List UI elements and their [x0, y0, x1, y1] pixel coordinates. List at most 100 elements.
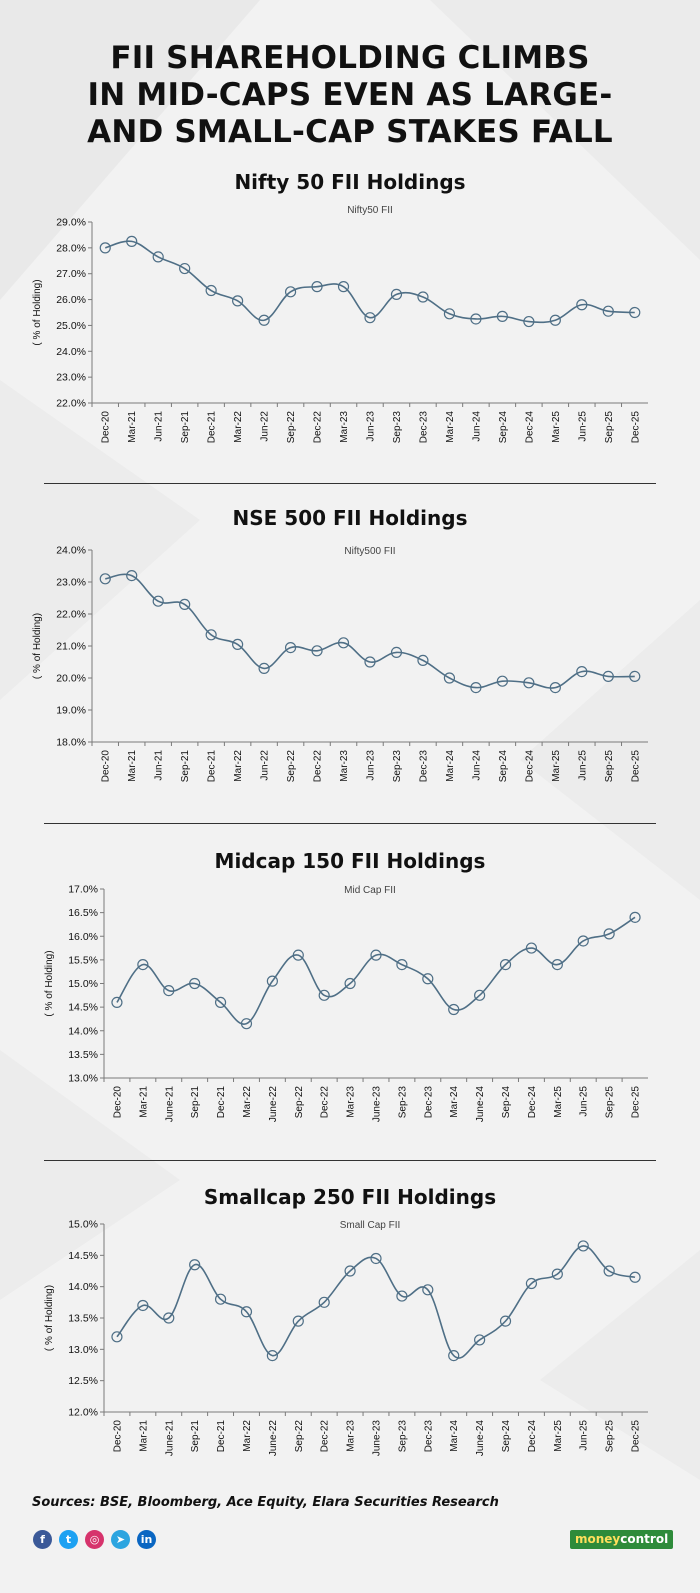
midcap150-data-point: [525, 942, 538, 954]
moneycontrol-logo[interactable]: money control: [570, 1530, 674, 1549]
smallcap250-x-tick-label: Sep-21: [190, 1420, 201, 1453]
nifty50-x-tick-label: Sep-24: [498, 411, 509, 444]
midcap150-x-tick-label: June-23: [372, 1086, 383, 1123]
smallcap250-x-tick-label: Sep-24: [501, 1420, 512, 1453]
nifty50-x-tick-label: Dec-25: [630, 411, 641, 444]
midcap150-y-tick-label: 13.5%: [68, 1049, 98, 1061]
midcap150-data-point: [163, 984, 175, 997]
smallcap250-data-point: [396, 1290, 408, 1302]
nse500-data-point: [390, 646, 403, 659]
logo-control-text: control: [620, 1532, 669, 1546]
nifty50-x-tick-label: Mar-21: [127, 411, 138, 443]
nifty50-data-point: [126, 235, 138, 247]
nse500-x-tick-label: Jun-23: [366, 750, 377, 781]
smallcap250-y-tick-label: 13.5%: [68, 1313, 98, 1325]
smallcap250-data-point: [163, 1312, 175, 1324]
midcap150-x-tick-label: Sep-21: [190, 1086, 201, 1119]
midcap150-data-point: [266, 975, 278, 987]
smallcap250-x-tick-label: Dec-23: [423, 1420, 434, 1453]
section-divider-2: [44, 823, 656, 824]
smallcap250-data-point: [499, 1315, 512, 1327]
midcap150-data-point: [474, 989, 486, 1001]
smallcap250-chart-heading: Smallcap 250 FII Holdings: [203, 1185, 497, 1209]
nifty50-data-point: [232, 295, 244, 307]
midcap150-data-point: [551, 958, 563, 971]
linkedin-icon[interactable]: in: [137, 1530, 156, 1549]
midcap150-y-tick-label: 16.5%: [68, 907, 98, 919]
midcap150-data-point: [396, 958, 408, 971]
smallcap250-y-tick-label: 12.5%: [68, 1375, 98, 1387]
midcap150-data-point: [499, 958, 512, 971]
smallcap250-x-tick-label: Dec-24: [527, 1420, 538, 1453]
nse500-data-point: [549, 682, 561, 694]
nse500-x-tick-label: Jun-25: [577, 750, 588, 781]
midcap150-y-tick-label: 13.0%: [68, 1073, 98, 1085]
midcap150-data-point: [111, 996, 123, 1009]
smallcap250-y-tick-label: 15.0%: [68, 1219, 98, 1231]
midcap150-chart-heading: Midcap 150 FII Holdings: [214, 849, 486, 873]
nifty50-x-tick-label: Jun-24: [471, 411, 482, 442]
nse500-x-tick-label: Dec-22: [313, 750, 324, 783]
instagram-icon[interactable]: ◎: [85, 1530, 104, 1549]
nse500-x-tick-label: Sep-21: [180, 750, 191, 783]
midcap150-data-point: [318, 989, 330, 1001]
facebook-icon[interactable]: f: [33, 1530, 52, 1549]
nse500-x-tick-label: Dec-25: [630, 750, 641, 783]
nifty50-x-tick-label: Mar-24: [445, 411, 456, 443]
smallcap250-data-point: [551, 1268, 563, 1280]
sources-note: Sources: BSE, Bloomberg, Ace Equity, Ela…: [32, 1495, 499, 1510]
nse500-data-point: [443, 672, 456, 684]
nifty50-data-point: [602, 305, 614, 317]
nifty50-data-point: [390, 288, 403, 301]
nifty50-x-tick-label: Mar-22: [233, 411, 244, 443]
midcap150-data-point: [240, 1018, 253, 1030]
midcap150-x-tick-label: Sep-24: [501, 1086, 512, 1119]
smallcap250-y-tick-label: 14.5%: [68, 1250, 98, 1262]
midcap150-x-tick-label: June-22: [268, 1086, 279, 1123]
smallcap250-y-tick-label: 13.0%: [68, 1344, 98, 1356]
midcap150-x-tick-label: Dec-25: [631, 1086, 642, 1119]
midcap150-data-point: [292, 949, 304, 961]
nifty50-y-tick-label: 25.0%: [56, 320, 86, 332]
nifty50-data-point: [99, 242, 111, 254]
nse500-data-point: [496, 675, 508, 687]
nse500-y-tick-label: 21.0%: [56, 641, 86, 653]
nse500-x-tick-label: Jun-21: [154, 750, 165, 781]
nifty50-data-point: [523, 315, 535, 328]
nse500-data-point: [99, 573, 111, 585]
telegram-icon[interactable]: ➤: [111, 1530, 130, 1549]
nifty50-x-tick-label: Jun-21: [154, 411, 165, 442]
nifty50-chart-heading: Nifty 50 FII Holdings: [234, 170, 466, 194]
nse500-data-point: [126, 569, 138, 582]
smallcap250-data-point: [629, 1271, 641, 1283]
nse500-x-tick-label: Jun-24: [471, 750, 482, 781]
nifty50-x-tick-label: Jun-23: [366, 411, 377, 442]
midcap150-y-tick-label: 15.5%: [68, 954, 98, 966]
main-title-line-3: AND SMALL-CAP STAKES FALL: [87, 114, 613, 150]
smallcap250-data-point: [344, 1265, 356, 1277]
nse500-data-point: [311, 645, 323, 657]
nifty50-data-point: [205, 284, 217, 297]
nse500-y-tick-label: 18.0%: [56, 737, 86, 749]
nse500-data-point: [258, 662, 270, 674]
nifty50-data-point: [443, 308, 456, 320]
midcap150-x-tick-label: Mar-22: [242, 1086, 253, 1118]
nse500-data-point: [629, 670, 641, 682]
main-title-line-2: IN MID-CAPS EVEN AS LARGE-: [87, 77, 613, 113]
midcap150-data-point: [577, 935, 589, 947]
smallcap250-x-tick-label: Sep-25: [605, 1420, 616, 1453]
smallcap250-data-point: [189, 1259, 201, 1271]
twitter-icon[interactable]: t: [59, 1530, 78, 1549]
nse500-x-tick-label: Jun-22: [260, 750, 271, 781]
nse500-data-point: [417, 654, 429, 667]
smallcap250-x-tick-label: June-21: [164, 1420, 175, 1457]
smallcap250-x-tick-label: Mar-24: [449, 1420, 460, 1452]
nse500-x-tick-label: Mar-25: [551, 750, 562, 782]
main-title-line-1: FII SHAREHOLDING CLIMBS: [110, 40, 590, 76]
midcap150-x-tick-label: Dec-24: [527, 1086, 538, 1119]
nifty50-data-point: [576, 299, 588, 311]
smallcap250-x-tick-label: June-23: [372, 1420, 383, 1457]
midcap150-x-tick-label: June-24: [475, 1086, 486, 1123]
nse500-x-tick-label: Sep-22: [286, 750, 297, 783]
smallcap250-x-tick-label: Sep-23: [397, 1420, 408, 1453]
